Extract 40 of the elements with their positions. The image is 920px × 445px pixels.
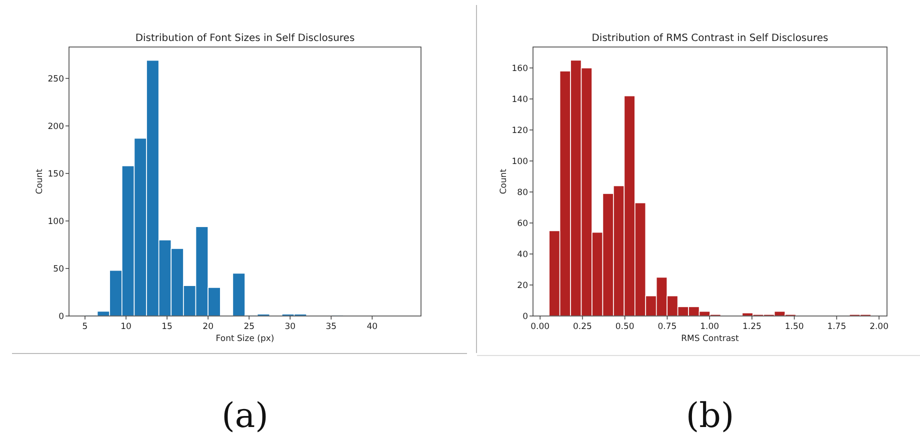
x-axis-title: RMS Contrast [681,334,740,344]
chart-title: Distribution of Font Sizes in Self Disclosures [135,33,355,44]
x-tick-label: 1.75 [827,322,846,332]
x-tick-label: 20 [202,322,214,332]
x-tick-label: 0.00 [530,322,550,332]
y-axis-title: Count [35,168,45,194]
x-tick-label: 1.25 [742,322,762,332]
y-tick-label: 0 [522,312,528,322]
x-tick-label: 40 [366,322,378,332]
x-tick-label: 1.50 [784,322,804,332]
y-tick-label: 120 [512,126,528,136]
y-tick-label: 250 [48,74,64,84]
text: (b) [686,396,734,436]
y-tick-label: 160 [512,64,528,74]
x-tick-label: 30 [284,322,296,332]
y-tick-label: 200 [48,122,64,132]
x-tick-label: 10 [120,322,132,332]
text: (a) [222,396,268,436]
y-tick-label: 140 [512,94,528,105]
chart-title: Distribution of RMS Contrast in Self Disclosures [592,33,828,44]
y-tick-label: 60 [517,218,528,229]
y-tick-label: 150 [48,169,64,180]
x-tick-label: 0.50 [615,322,634,332]
x-tick-label: 15 [162,322,172,332]
y-tick-label: 0 [58,312,64,322]
x-tick-label: 0.75 [658,322,677,332]
y-tick-label: 80 [517,188,528,198]
y-axis-title: Count [499,168,509,194]
y-tick-label: 40 [517,250,528,260]
x-axis-title: Font Size (px) [216,334,274,344]
x-tick-label: 5 [82,322,88,332]
y-tick-label: 100 [512,156,528,167]
y-tick-label: 50 [53,264,64,274]
x-tick-label: 1.00 [700,322,720,332]
x-tick-label: 2.00 [870,322,889,332]
y-tick-label: 20 [517,280,528,291]
y-tick-label: 100 [48,216,64,227]
x-tick-label: 0.25 [573,322,592,332]
x-tick-label: 35 [326,322,337,332]
x-tick-label: 25 [244,322,255,332]
